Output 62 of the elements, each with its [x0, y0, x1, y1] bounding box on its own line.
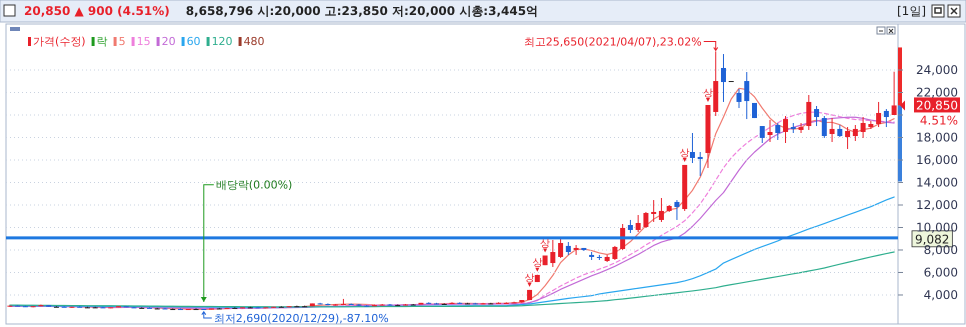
candlestick	[892, 71, 897, 116]
y-tick-label: 22,000	[916, 86, 958, 100]
y-tick-label: 14,000	[916, 175, 958, 190]
legend-label: 락	[96, 35, 108, 48]
candlestick	[837, 124, 842, 138]
candlestick	[736, 88, 742, 109]
candlestick	[845, 126, 850, 150]
candlestick	[643, 211, 648, 228]
candlestick	[790, 122, 796, 134]
y-tick-label: 6,000	[924, 265, 958, 280]
candlestick	[798, 122, 804, 134]
candlestick	[884, 108, 889, 128]
annotation: 상	[532, 258, 542, 269]
annotation: 최고25,650(2021/04/07),23.02%	[524, 35, 702, 48]
legend-label: 20	[162, 35, 176, 48]
text: [1일]	[897, 4, 926, 18]
candlestick	[566, 242, 571, 256]
candlestick	[852, 124, 858, 142]
candlestick	[720, 54, 726, 102]
legend-label: 60	[186, 35, 201, 48]
candlestick	[698, 152, 703, 176]
annotation: 최저2,690(2020/12/29),-87.10%	[214, 312, 389, 325]
legend-label: 5	[118, 35, 126, 48]
legend-label: 가격(수정)	[33, 35, 86, 48]
candlestick	[860, 116, 866, 138]
y-tick-label: 12,000	[916, 198, 958, 212]
text: 4.51%	[920, 113, 958, 128]
candlestick	[783, 116, 788, 144]
annotation: 상	[702, 88, 713, 99]
annotation: 상	[524, 272, 535, 284]
candlestick	[876, 101, 882, 128]
chart-title: 20,850 ▲ 900 (4.51%)	[24, 4, 170, 18]
candlestick	[550, 239, 556, 268]
legend-label: 120	[212, 35, 233, 48]
candlestick	[636, 214, 641, 232]
candlestick	[744, 72, 750, 120]
candlestick	[768, 119, 773, 142]
annotation: 배당락(0.00%)	[216, 178, 292, 192]
candlestick	[651, 200, 656, 222]
y-tick-label: 24,000	[916, 63, 958, 78]
candlestick	[775, 122, 780, 140]
candlestick	[658, 198, 664, 222]
candlestick	[558, 238, 564, 258]
candlestick	[628, 219, 633, 234]
candlestick	[814, 106, 820, 127]
y-tick-label: 4,000	[924, 288, 958, 302]
candlestick	[690, 132, 695, 164]
annotation: 상	[540, 238, 550, 250]
ref-line-label: 9,082	[915, 232, 950, 246]
text: 20,850	[916, 98, 958, 112]
candlestick	[674, 200, 680, 220]
y-tick-label: 16,000	[916, 152, 958, 167]
y-tick-label: 18,000	[916, 130, 958, 144]
legend-label: 15	[136, 35, 151, 48]
candlestick	[822, 116, 827, 138]
candlestick	[612, 245, 618, 260]
candlestick	[760, 126, 765, 144]
legend-label: 480	[244, 35, 265, 48]
annotation: 상	[680, 148, 690, 159]
candlestick	[830, 118, 835, 142]
candlestick	[574, 244, 579, 256]
chart-subtitle: 8,658,796 시:20,000 고:23,850 저:20,000 시총:3,445억	[186, 4, 538, 18]
